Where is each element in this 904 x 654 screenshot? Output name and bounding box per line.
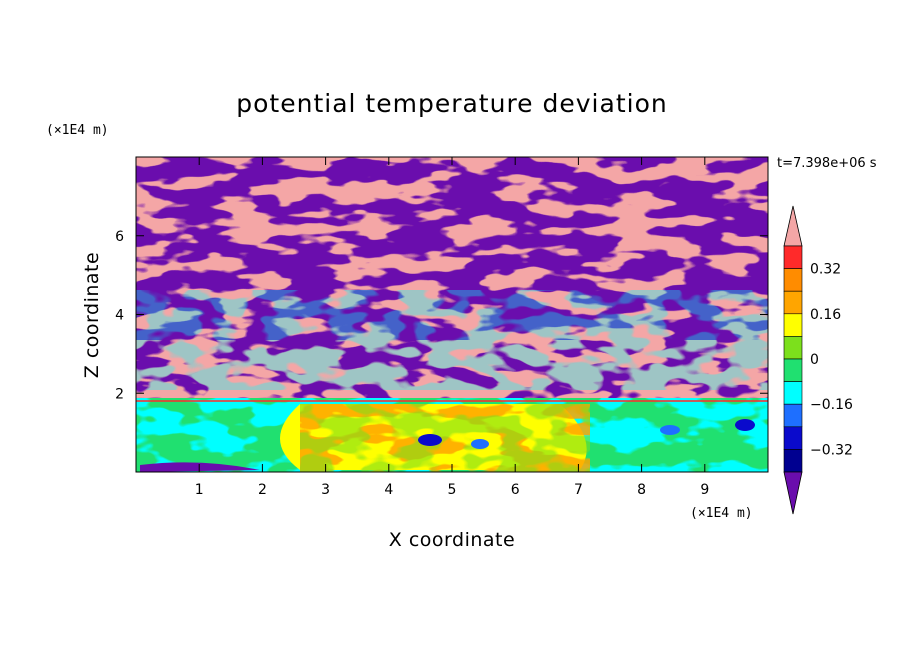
blue-eddy-4: [735, 419, 755, 431]
contour-field: [136, 157, 768, 472]
lower-band-lightgreen: [300, 404, 590, 472]
y-unit-label: (×1E4 m): [46, 123, 109, 138]
bottom-purple-patch: [140, 462, 260, 472]
x-tick-label: 8: [637, 482, 646, 498]
x-unit-label: (×1E4 m): [690, 506, 753, 521]
blue-eddy-3: [660, 425, 680, 435]
x-tick-label: 5: [448, 482, 457, 498]
x-tick-label: 1: [195, 482, 204, 498]
y-axis-label: Z coordinate: [81, 252, 103, 378]
colorbar-swatch: [783, 268, 803, 292]
colorbar: 0.32 0.16 0 −0.16 −0.32: [783, 205, 853, 515]
x-tick-label: 4: [384, 482, 393, 498]
blue-eddy-2: [471, 439, 489, 449]
colorbar-swatch: [783, 336, 803, 360]
colorbar-swatch: [783, 358, 803, 382]
x-tick-label: 3: [321, 482, 330, 498]
x-axis-label: X coordinate: [389, 529, 515, 551]
colorbar-label: −0.16: [810, 397, 853, 413]
y-tick-label: 4: [115, 308, 124, 324]
colorbar-swatch: [783, 381, 803, 405]
wisps-cyan: [136, 290, 768, 390]
y-tick-label: 2: [115, 386, 124, 402]
x-tick-label: 9: [700, 482, 709, 498]
x-tick-label: 6: [511, 482, 520, 498]
colorbar-bottom-cap: [783, 471, 803, 515]
colorbar-swatch: [783, 449, 803, 473]
x-tick-label: 7: [574, 482, 583, 498]
x-tick-label: 2: [258, 482, 267, 498]
colorbar-label: 0: [810, 352, 819, 368]
colorbar-swatch: [783, 245, 803, 269]
colorbar-label: 0.32: [810, 262, 841, 278]
colorbar-label: 0.16: [810, 307, 841, 323]
colorbar-top-cap: [783, 205, 803, 247]
colorbar-label: −0.32: [810, 442, 853, 458]
colorbar-swatch: [783, 313, 803, 337]
colorbar-swatch: [783, 403, 803, 428]
colorbar-swatch: [783, 426, 803, 450]
x-ticks: 1 2 3 4 5 6 7 8 9: [195, 157, 709, 498]
blue-eddy-1: [418, 434, 442, 446]
colorbar-swatch: [783, 290, 803, 315]
chart-title: potential temperature deviation: [236, 89, 667, 118]
y-tick-label: 6: [115, 229, 124, 245]
y-ticks: 2 4 6: [115, 229, 768, 402]
time-label: t=7.398e+06 s: [777, 156, 877, 171]
